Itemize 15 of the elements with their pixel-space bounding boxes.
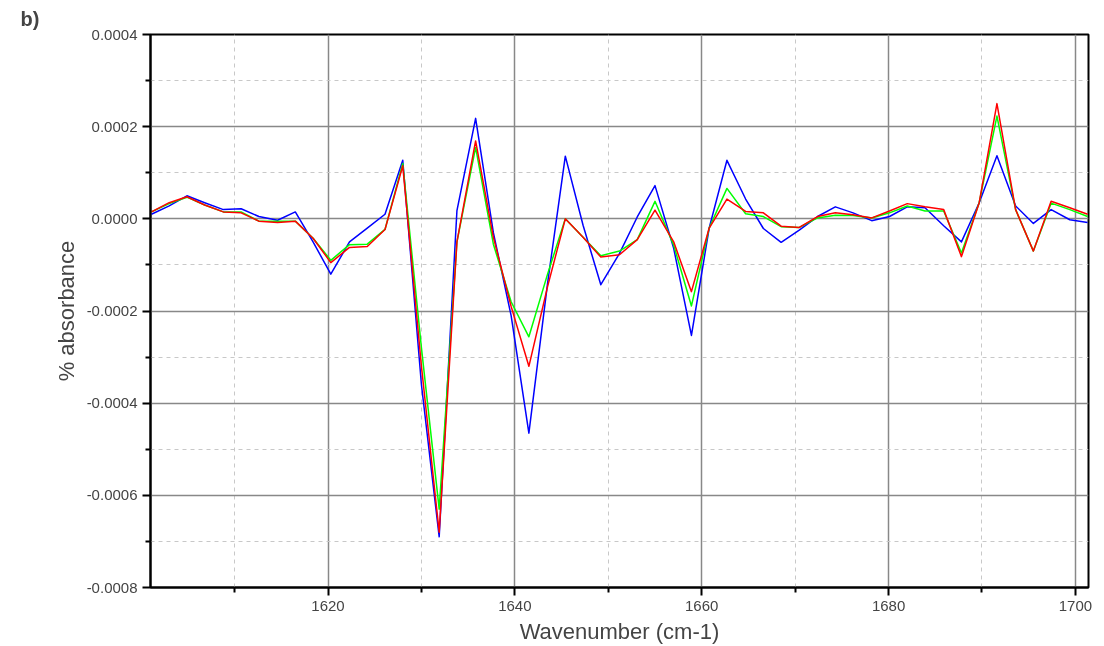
x-tick-label: 1700 [1058,596,1093,614]
y-tick-label: 0.0004 [91,25,138,43]
y-tick-label: -0.0008 [86,578,138,596]
chart-title: b) [20,7,40,30]
y-axis-title: % absorbance [53,240,79,382]
y-tick-label: -0.0006 [86,486,138,504]
y-tick-label: -0.0004 [86,394,138,412]
x-tick-label: 1640 [498,596,532,614]
x-tick-label: 1660 [685,596,719,614]
y-tick-label: -0.0002 [86,302,138,319]
x-axis-title: Wavenumber (cm-1) [519,618,720,644]
y-tick-label: 0.0000 [91,209,138,227]
y-tick-label: 0.0002 [91,117,138,135]
x-tick-label: 1680 [871,596,906,614]
x-tick-label: 1620 [311,596,345,614]
